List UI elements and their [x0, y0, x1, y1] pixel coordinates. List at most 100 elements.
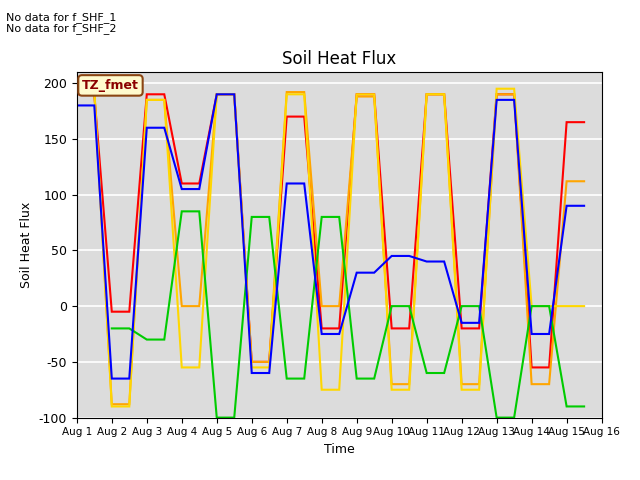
SHF1	[230, 91, 238, 97]
SHF1	[405, 325, 413, 331]
SHF4	[545, 303, 553, 309]
SHF5	[300, 180, 308, 186]
SHF3	[510, 86, 518, 92]
SHF3	[545, 303, 553, 309]
SHF1	[528, 364, 536, 370]
SHF2	[90, 89, 98, 95]
SHF2	[108, 401, 116, 407]
SHF1	[563, 120, 570, 125]
Text: No data for f_SHF_2: No data for f_SHF_2	[6, 23, 117, 34]
SHF5	[248, 370, 255, 376]
SHF2	[580, 179, 588, 184]
SHF4	[353, 376, 360, 382]
SHF4	[423, 370, 431, 376]
SHF5	[371, 270, 378, 276]
SHF5	[108, 376, 116, 382]
SHF4	[476, 303, 483, 309]
SHF5	[125, 376, 133, 382]
SHF3	[178, 364, 186, 370]
SHF4	[510, 415, 518, 420]
SHF3	[73, 86, 81, 92]
Y-axis label: Soil Heat Flux: Soil Heat Flux	[20, 202, 33, 288]
SHF2	[125, 401, 133, 407]
SHF3	[283, 91, 291, 97]
SHF4	[300, 376, 308, 382]
SHF5	[195, 186, 203, 192]
SHF3	[161, 97, 168, 103]
SHF4	[563, 404, 570, 409]
SHF2	[230, 91, 238, 97]
SHF5	[510, 97, 518, 103]
SHF5	[580, 203, 588, 209]
SHF4	[405, 303, 413, 309]
SHF3	[476, 387, 483, 393]
SHF1	[248, 359, 255, 365]
SHF2	[143, 97, 150, 103]
SHF2	[510, 91, 518, 97]
SHF2	[458, 381, 465, 387]
SHF4	[195, 208, 203, 214]
Line: SHF5: SHF5	[77, 94, 584, 379]
SHF2	[353, 94, 360, 99]
SHF1	[195, 180, 203, 186]
SHF5	[545, 331, 553, 337]
SHF2	[318, 303, 326, 309]
SHF2	[423, 91, 431, 97]
SHF3	[493, 86, 500, 92]
SHF2	[161, 97, 168, 103]
SHF4	[108, 325, 116, 331]
SHF1	[353, 91, 360, 97]
X-axis label: Time: Time	[324, 443, 355, 456]
SHF5	[283, 180, 291, 186]
SHF1	[510, 91, 518, 97]
SHF2	[178, 303, 186, 309]
SHF4	[493, 415, 500, 420]
SHF1	[423, 91, 431, 97]
SHF2	[440, 91, 448, 97]
SHF1	[318, 325, 326, 331]
SHF5	[335, 331, 343, 337]
SHF1	[371, 91, 378, 97]
SHF1	[283, 114, 291, 120]
Title: Soil Heat Flux: Soil Heat Flux	[282, 49, 396, 68]
SHF3	[440, 91, 448, 97]
Line: SHF2: SHF2	[77, 92, 584, 404]
SHF5	[458, 320, 465, 326]
SHF1	[73, 91, 81, 97]
SHF3	[580, 303, 588, 309]
SHF3	[528, 303, 536, 309]
Text: TZ_fmet: TZ_fmet	[82, 79, 139, 92]
SHF5	[423, 259, 431, 264]
SHF2	[563, 179, 570, 184]
SHF3	[335, 387, 343, 393]
SHF2	[371, 94, 378, 99]
SHF1	[335, 325, 343, 331]
SHF3	[230, 91, 238, 97]
SHF5	[230, 91, 238, 97]
SHF3	[388, 387, 396, 393]
Line: SHF1: SHF1	[77, 94, 584, 367]
SHF2	[213, 91, 221, 97]
SHF3	[371, 91, 378, 97]
SHF2	[493, 91, 500, 97]
SHF5	[563, 203, 570, 209]
SHF4	[580, 404, 588, 409]
SHF3	[125, 404, 133, 409]
SHF5	[440, 259, 448, 264]
Text: No data for f_SHF_1: No data for f_SHF_1	[6, 12, 116, 23]
SHF4	[283, 376, 291, 382]
SHF1	[108, 309, 116, 314]
SHF1	[161, 91, 168, 97]
SHF5	[266, 370, 273, 376]
SHF1	[213, 91, 221, 97]
SHF3	[318, 387, 326, 393]
SHF1	[440, 91, 448, 97]
SHF5	[405, 253, 413, 259]
SHF4	[388, 303, 396, 309]
SHF3	[300, 91, 308, 97]
SHF1	[300, 114, 308, 120]
SHF1	[125, 309, 133, 314]
SHF2	[283, 89, 291, 95]
SHF1	[388, 325, 396, 331]
SHF5	[161, 125, 168, 131]
